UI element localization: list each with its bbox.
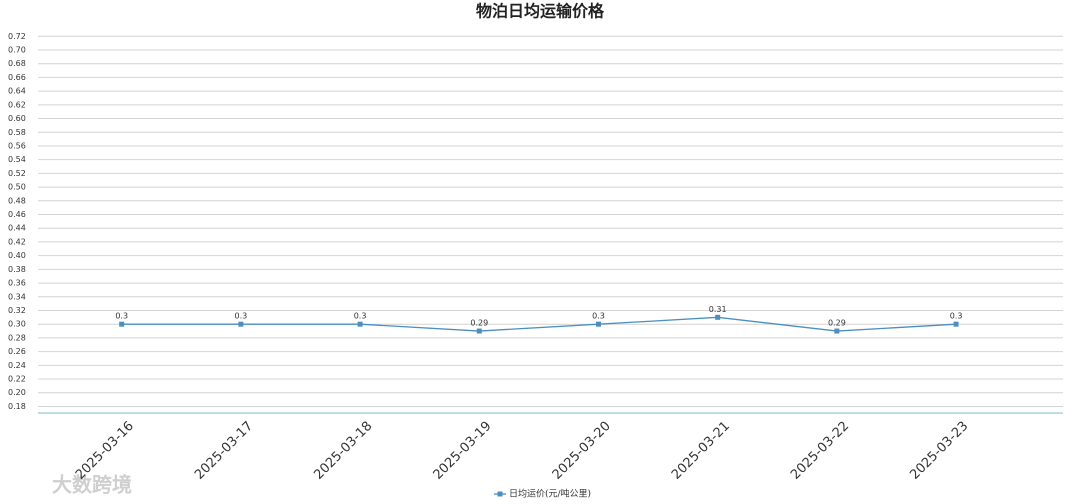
x-tick-label: 2025-03-21	[669, 419, 733, 483]
y-tick-label: 0.52	[8, 169, 26, 178]
y-tick-label: 0.34	[8, 292, 26, 301]
value-label: 0.3	[950, 312, 963, 321]
point	[119, 321, 125, 327]
y-tick-label: 0.66	[8, 73, 26, 82]
x-tick-label: 2025-03-17	[192, 419, 256, 483]
point	[715, 314, 721, 320]
point	[357, 321, 363, 327]
y-tick-label: 0.28	[8, 333, 26, 342]
y-tick-label: 0.64	[8, 87, 26, 96]
x-tick-label: 2025-03-22	[788, 419, 852, 483]
value-label: 0.3	[235, 312, 248, 321]
point	[953, 321, 959, 327]
y-tick-label: 0.26	[8, 347, 26, 356]
y-tick-label: 0.20	[8, 388, 26, 397]
point	[595, 321, 601, 327]
y-tick-label: 0.48	[8, 196, 26, 205]
y-tick-label: 0.54	[8, 155, 26, 164]
y-tick-label: 0.40	[8, 251, 26, 260]
value-label: 0.29	[828, 319, 846, 328]
point	[476, 328, 482, 334]
y-tick-label: 0.60	[8, 114, 26, 123]
chart-title: 物泊日均运输价格	[476, 2, 605, 21]
y-tick-label: 0.36	[8, 279, 26, 288]
y-tick-label: 0.42	[8, 237, 26, 246]
y-tick-label: 0.18	[8, 402, 26, 411]
legend-marker	[497, 491, 503, 497]
y-tick-label: 0.32	[8, 306, 26, 315]
y-tick-label: 0.24	[8, 361, 26, 370]
x-tick-label: 2025-03-23	[907, 419, 971, 483]
y-tick-label: 0.50	[8, 183, 26, 192]
x-tick-label: 2025-03-19	[431, 419, 495, 483]
value-label: 0.3	[592, 312, 605, 321]
y-tick-label: 0.38	[8, 265, 26, 274]
value-label: 0.3	[115, 312, 128, 321]
value-label: 0.3	[354, 312, 367, 321]
y-tick-label: 0.58	[8, 128, 26, 137]
y-tick-label: 0.72	[8, 32, 26, 41]
y-tick-label: 0.44	[8, 224, 26, 233]
series-line	[121, 316, 957, 332]
x-tick-label: 2025-03-18	[311, 419, 375, 483]
y-tick-label: 0.22	[8, 375, 26, 384]
y-tick-label: 0.56	[8, 141, 26, 150]
watermark: 大数跨境	[52, 473, 132, 497]
value-label: 0.29	[470, 319, 488, 328]
value-label: 0.31	[709, 305, 727, 314]
y-tick-label: 0.68	[8, 59, 26, 68]
y-tick-label: 0.30	[8, 320, 26, 329]
y-tick-label: 0.62	[8, 100, 26, 109]
y-tick-label: 0.70	[8, 46, 26, 55]
y-tick-label: 0.46	[8, 210, 26, 219]
x-tick-label: 2025-03-20	[550, 419, 614, 483]
point	[834, 328, 840, 334]
legend-label: 日均运价(元/吨公里)	[509, 488, 591, 500]
point	[238, 321, 244, 327]
